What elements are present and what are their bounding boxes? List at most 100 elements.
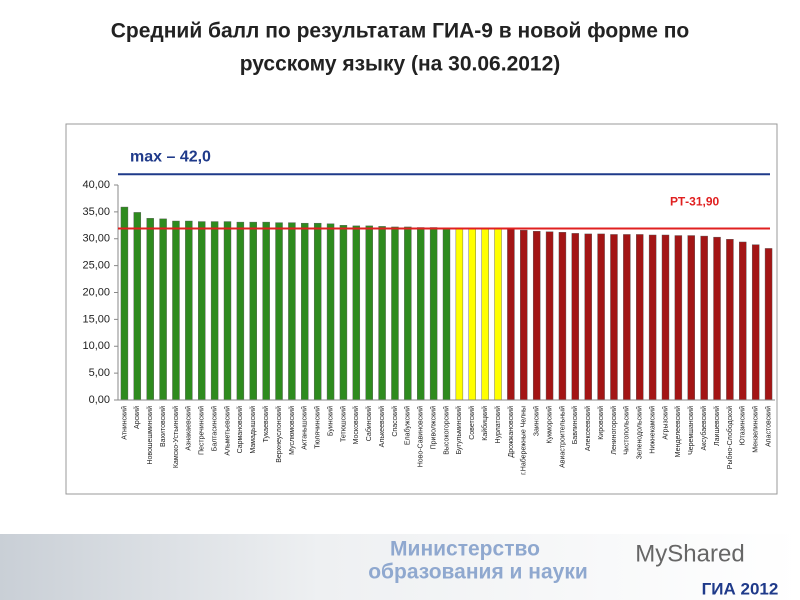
x-tick-label: Елабужский — [404, 406, 412, 445]
bar — [648, 234, 657, 401]
bar — [455, 228, 464, 401]
bar — [571, 233, 580, 401]
ministry: образования и науки — [368, 561, 588, 584]
x-tick-label: Тукаевский — [262, 406, 270, 442]
bar — [442, 227, 451, 401]
bar — [674, 235, 683, 401]
title-line: русскому языку (на 30.06.2012) — [240, 53, 561, 76]
bar — [532, 231, 541, 401]
bar — [429, 227, 438, 401]
bar — [597, 233, 605, 401]
bar — [700, 235, 708, 401]
x-tick-label: Агрызский — [661, 406, 669, 440]
bar — [365, 225, 373, 401]
x-tick-label: Чистопольский — [623, 406, 631, 455]
bar — [172, 220, 180, 401]
bar — [262, 221, 270, 401]
x-tick-label: Зеленодольский — [636, 406, 644, 459]
x-tick-label: Сабинский — [365, 406, 373, 441]
y-tick-label: 10,00 — [82, 340, 110, 352]
x-tick-label: Тетюшский — [339, 406, 347, 442]
bar — [275, 222, 283, 401]
bar — [558, 232, 567, 401]
x-tick-label: Новошешминский — [146, 406, 154, 465]
x-tick-label: Менделеевский — [674, 406, 682, 457]
bar — [713, 236, 721, 401]
bar — [661, 234, 670, 401]
bar — [159, 218, 167, 401]
x-tick-label: Мамадышский — [249, 406, 257, 454]
y-tick-label: 5,00 — [89, 367, 110, 379]
x-tick-label: Кировский — [597, 406, 605, 440]
bar — [249, 221, 257, 401]
bar — [301, 222, 309, 401]
bar — [520, 229, 528, 401]
bar — [236, 221, 245, 401]
y-tick-label: 40,00 — [82, 179, 110, 191]
bar — [120, 206, 129, 401]
bar — [764, 248, 773, 401]
bar — [417, 227, 425, 401]
x-tick-label: Советский — [468, 406, 476, 440]
bar — [210, 221, 219, 401]
bar — [507, 228, 515, 401]
bar — [223, 221, 232, 401]
x-tick-label: Лаишевский — [713, 406, 721, 446]
bar — [468, 228, 476, 401]
x-tick-label: Бавлинский — [571, 406, 579, 444]
bar — [404, 226, 412, 401]
x-tick-label: Ютазинский — [739, 406, 747, 445]
bar — [636, 234, 644, 401]
x-tick-label: Алексеевский — [584, 406, 592, 451]
bar — [739, 241, 747, 401]
bar — [726, 239, 734, 401]
footer-band — [0, 534, 800, 600]
x-tick-label: г.Набережные Челны — [520, 406, 528, 475]
bar — [339, 225, 348, 401]
x-tick-label: Черемшанский — [687, 406, 695, 455]
x-tick-label: Дрожжановский — [507, 406, 515, 458]
x-tick-label: Рыбно-Слободской — [726, 406, 734, 469]
x-tick-label: Азнакаевский — [185, 406, 193, 451]
reference-label: РТ-31,90 — [670, 195, 720, 209]
x-tick-label: Кукморский — [545, 406, 553, 444]
y-tick-label: 20,00 — [82, 286, 110, 298]
x-tick-label: Приволжский — [429, 406, 437, 449]
x-tick-label: Альметьевский — [223, 406, 231, 456]
bar — [133, 212, 142, 401]
watermark: MyShared — [635, 540, 744, 567]
bar — [352, 225, 361, 401]
x-tick-label: Актанышский — [301, 406, 309, 450]
x-tick-label: Буинский — [326, 406, 334, 436]
x-tick-label: Верхнеуслонский — [275, 406, 283, 463]
bar — [146, 218, 154, 401]
x-tick-label: Сармановский — [236, 406, 244, 453]
logo: ГИА 2012 — [702, 579, 779, 598]
bar — [494, 228, 502, 401]
x-tick-label: Апастовский — [764, 406, 772, 447]
x-tick-label: Тюлячинский — [314, 406, 322, 449]
bar — [378, 226, 386, 401]
bar — [610, 234, 618, 401]
bar — [185, 220, 193, 401]
bar — [584, 233, 592, 401]
x-tick-label: Заинский — [533, 406, 541, 436]
x-tick-label: Кайбицкий — [481, 406, 489, 441]
reference-label: max – 42,0 — [130, 148, 211, 165]
x-tick-label: Нижнекамский — [648, 406, 656, 454]
title-line: Средний балл по результатам ГИА-9 в ново… — [111, 20, 690, 43]
bar — [623, 234, 631, 401]
bar — [751, 244, 760, 401]
x-tick-label: Мензелинский — [752, 406, 760, 453]
bar — [481, 228, 489, 401]
bar — [198, 221, 206, 401]
y-tick-label: 25,00 — [82, 260, 110, 272]
y-tick-label: 35,00 — [82, 206, 110, 218]
x-tick-label: Муслюмовский — [288, 406, 296, 455]
x-tick-label: Атнинский — [120, 406, 128, 440]
x-tick-label: Балтасинский — [210, 406, 218, 451]
x-tick-label: Московский — [352, 406, 360, 444]
x-tick-label: Лениногорский — [610, 406, 618, 455]
ministry: Министерство — [390, 538, 540, 561]
